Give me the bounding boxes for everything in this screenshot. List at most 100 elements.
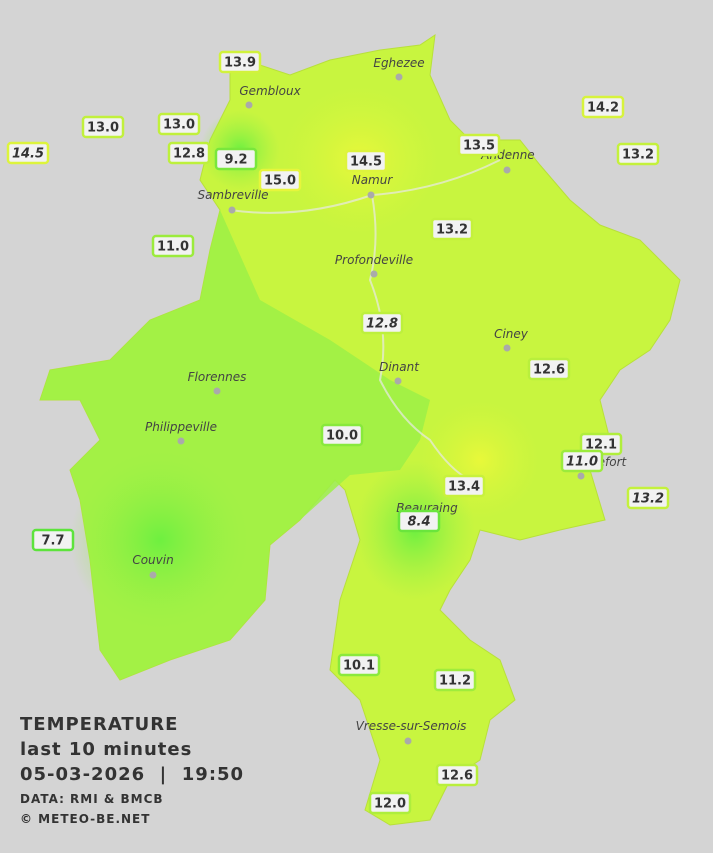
- station-value: 12.8: [366, 317, 398, 332]
- town-dot: [367, 191, 375, 199]
- station-box: [344, 149, 388, 173]
- town-label: Eghezee: [373, 56, 424, 70]
- station-value: 11.0: [157, 240, 189, 255]
- station-value: 13.0: [87, 121, 119, 136]
- station-value: 13.4: [448, 480, 480, 495]
- station: 14.5: [344, 149, 388, 173]
- station-value: 10.1: [343, 659, 375, 674]
- station-value: 13.2: [436, 223, 468, 238]
- town-dot: [370, 270, 378, 278]
- station-box: [626, 486, 670, 510]
- station-value: 13.9: [224, 56, 256, 71]
- station-box: [397, 509, 441, 533]
- station: 13.4: [442, 474, 486, 498]
- station: 12.8: [167, 141, 211, 165]
- legend-source: DATA: RMI & BMCB: [20, 792, 164, 806]
- station: 12.6: [527, 357, 571, 381]
- station: 12.8: [360, 311, 404, 335]
- station: 13.2: [626, 486, 670, 510]
- station-value: 7.7: [41, 534, 64, 549]
- town-label: Couvin: [132, 553, 173, 567]
- town-label: Florennes: [188, 370, 247, 384]
- town-dot: [395, 73, 403, 81]
- station-box: [151, 234, 195, 258]
- town-dot: [503, 344, 511, 352]
- station-box: [167, 141, 211, 165]
- station-box: [6, 141, 50, 165]
- station-box: [435, 763, 479, 787]
- station-value: 13.2: [632, 492, 664, 507]
- station: 13.0: [81, 115, 125, 139]
- town-label: Philippeville: [145, 420, 217, 434]
- station: 13.9: [218, 50, 262, 74]
- stations: 13.9 13.0 13.0 14.5 12.8 9.2 15.0 14.5 13.5 14.2 1…: [6, 50, 670, 815]
- legend-title: TEMPERATURE: [20, 714, 178, 735]
- station: 10.1: [337, 653, 381, 677]
- town-dot: [213, 387, 221, 395]
- station-value: 13.2: [622, 148, 654, 163]
- station-value: 14.2: [587, 101, 619, 116]
- station: 10.0: [320, 423, 364, 447]
- station-value: 9.2: [224, 153, 247, 168]
- station-box: [442, 474, 486, 498]
- station: 13.0: [157, 112, 201, 136]
- station-value: 14.5: [350, 155, 382, 170]
- station: 12.6: [435, 763, 479, 787]
- town-dot: [245, 101, 253, 109]
- station-box: [527, 357, 571, 381]
- station-value: 13.5: [463, 139, 495, 154]
- legend-credit: © METEO-BE.NET: [20, 812, 150, 826]
- station-value: 12.0: [374, 797, 406, 812]
- station-value: 14.5: [12, 147, 44, 162]
- station: 8.4: [397, 509, 441, 533]
- station-box: [320, 423, 364, 447]
- station-value: 11.2: [439, 674, 471, 689]
- town-label: Profondeville: [335, 253, 413, 267]
- station: 11.0: [151, 234, 195, 258]
- town-dot: [177, 437, 185, 445]
- legend-period: last 10 minutes: [20, 739, 192, 760]
- station-value: 8.4: [407, 515, 430, 530]
- station: 13.5: [457, 133, 501, 157]
- station-box: [31, 528, 75, 552]
- town-label: Sambreville: [197, 188, 268, 202]
- cool-blob: [70, 450, 250, 630]
- station-value: 12.6: [533, 363, 565, 378]
- station: 7.7: [31, 528, 75, 552]
- station-box: [581, 95, 625, 119]
- station-box: [218, 50, 262, 74]
- town-dot: [394, 377, 402, 385]
- station-box: [81, 115, 125, 139]
- town-label: Namur: [352, 173, 394, 187]
- town-dot: [228, 206, 236, 214]
- station-box: [457, 133, 501, 157]
- station-box: [337, 653, 381, 677]
- station: 14.2: [581, 95, 625, 119]
- station-value: 13.0: [163, 118, 195, 133]
- station: 11.0: [560, 449, 604, 473]
- station-value: 15.0: [264, 174, 296, 189]
- town-label: Dinant: [379, 360, 420, 374]
- town-dot: [149, 571, 157, 579]
- station: 13.2: [616, 142, 660, 166]
- town-dot: [503, 166, 511, 174]
- station-box: [368, 791, 412, 815]
- river: [368, 194, 471, 481]
- station-box: [360, 311, 404, 335]
- station-value: 11.0: [566, 455, 598, 470]
- station: 12.0: [368, 791, 412, 815]
- town-label: Ciney: [494, 327, 529, 341]
- station-box: [433, 668, 477, 692]
- town-dot: [577, 472, 585, 480]
- station-box: [430, 217, 474, 241]
- station: 15.0: [258, 168, 302, 192]
- station-box: [616, 142, 660, 166]
- station-box: [258, 168, 302, 192]
- station: 13.2: [430, 217, 474, 241]
- station-value: 12.6: [441, 769, 473, 784]
- station-box: [214, 147, 258, 171]
- station: 14.5: [6, 141, 50, 165]
- town-label: Vresse-sur-Semois: [356, 719, 467, 733]
- legend-timestamp: 05-03-2026 | 19:50: [20, 764, 244, 785]
